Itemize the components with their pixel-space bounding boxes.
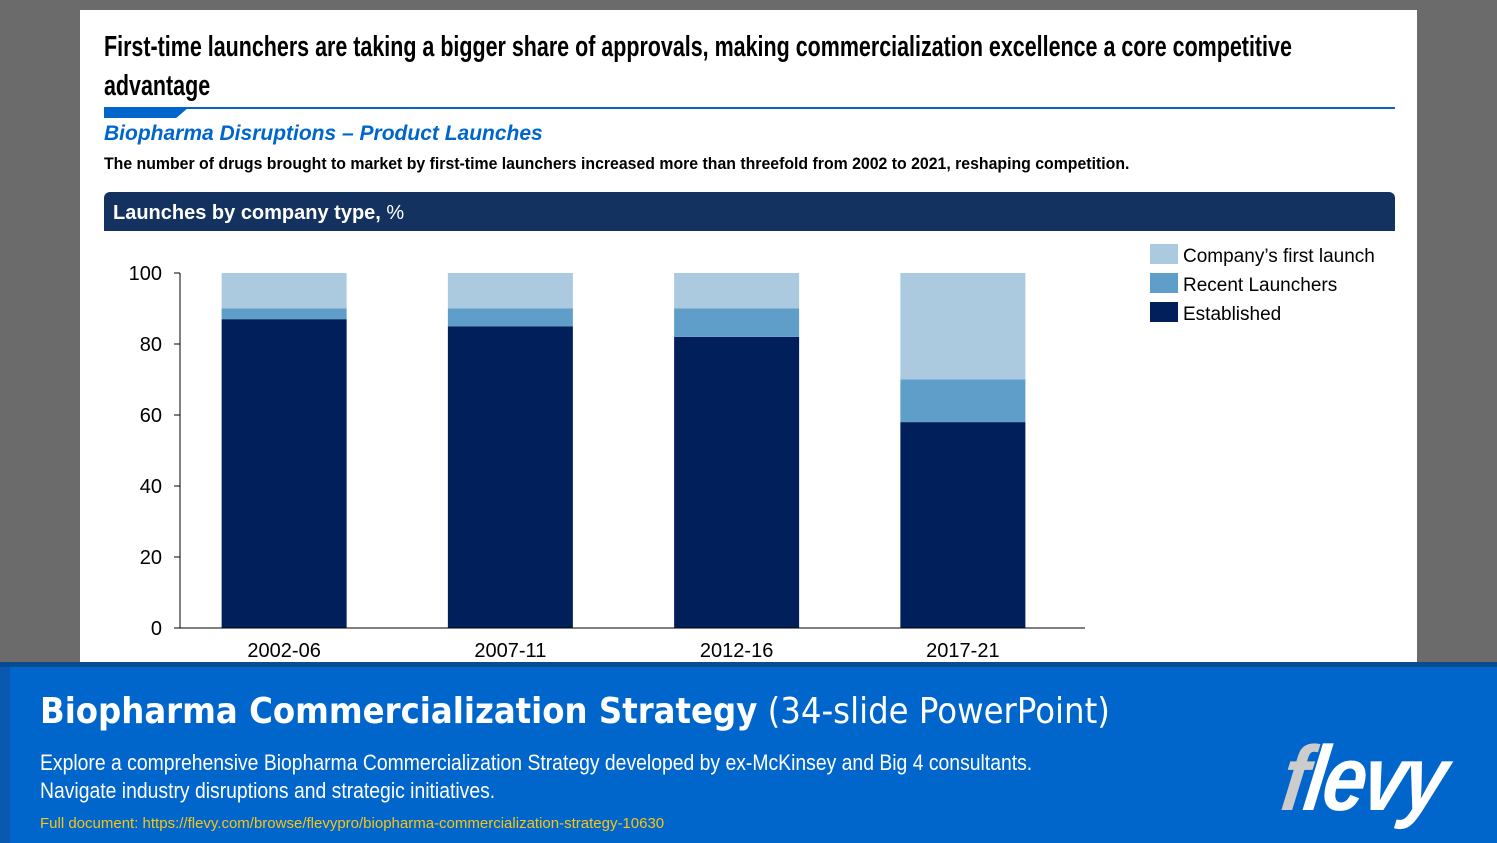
legend-swatch: [1150, 302, 1178, 322]
slide-title: First-time launchers are taking a bigger…: [104, 31, 1292, 102]
bar-established-2007-11: [447, 326, 573, 628]
banner-description: Explore a comprehensive Biopharma Commer…: [40, 749, 1032, 805]
bar-company-s-first-launch-2002-06: [221, 273, 347, 309]
bar-established-2002-06: [221, 319, 347, 628]
flevy-logo[interactable]: flevy: [1275, 728, 1452, 830]
bar-recent-launchers-2017-21: [900, 379, 1026, 423]
legend-label: Established: [1183, 304, 1281, 325]
bar-recent-launchers-2007-11: [447, 308, 573, 327]
banner-title-bold: Biopharma Commercialization Strategy: [40, 691, 758, 732]
document-link[interactable]: Full document: https://flevy.com/browse/…: [40, 815, 665, 832]
y-tick-label: 60: [140, 405, 162, 427]
x-tick-label: 2012-16: [700, 640, 773, 662]
bar-recent-launchers-2012-16: [674, 308, 800, 337]
chart-header-unit: %: [380, 202, 405, 224]
x-tick-label: 2007-11: [474, 640, 546, 662]
chart-header-title: Launches by company type,: [113, 202, 381, 224]
title-divider: [104, 107, 1395, 109]
banner-accent: [0, 667, 10, 843]
y-tick-label: 40: [140, 476, 162, 498]
y-tick-label: 100: [129, 263, 162, 285]
slide-subtitle: Biopharma Disruptions – Product Launches: [104, 122, 543, 145]
promo-banner: Biopharma Commercialization Strategy (34…: [0, 662, 1497, 843]
x-tick-label: 2017-21: [926, 640, 999, 662]
chart-header: Launches by company type, %: [104, 192, 1395, 231]
bar-established-2017-21: [900, 422, 1026, 628]
x-tick-label: 2002-06: [247, 640, 320, 662]
bar-recent-launchers-2002-06: [221, 308, 347, 320]
banner-title-light: (34-slide PowerPoint): [757, 691, 1110, 732]
bar-company-s-first-launch-2007-11: [447, 273, 573, 309]
y-tick-label: 0: [151, 618, 162, 640]
banner-desc-line2: Navigate industry disruptions and strate…: [40, 778, 496, 803]
legend-label: Recent Launchers: [1183, 275, 1337, 296]
banner-title: Biopharma Commercialization Strategy (34…: [40, 691, 1110, 733]
legend-label: Company’s first launch: [1183, 246, 1375, 267]
legend-swatch: [1150, 273, 1178, 293]
bar-company-s-first-launch-2012-16: [674, 273, 800, 309]
slide-description: The number of drugs brought to market by…: [104, 155, 1130, 173]
title-divider-tab: [104, 107, 189, 118]
y-tick-label: 80: [140, 334, 162, 356]
y-tick-label: 20: [140, 547, 162, 569]
legend-swatch: [1150, 244, 1178, 264]
banner-desc-line1: Explore a comprehensive Biopharma Commer…: [40, 750, 1033, 775]
bar-company-s-first-launch-2017-21: [900, 273, 1026, 380]
bar-established-2012-16: [674, 336, 800, 628]
